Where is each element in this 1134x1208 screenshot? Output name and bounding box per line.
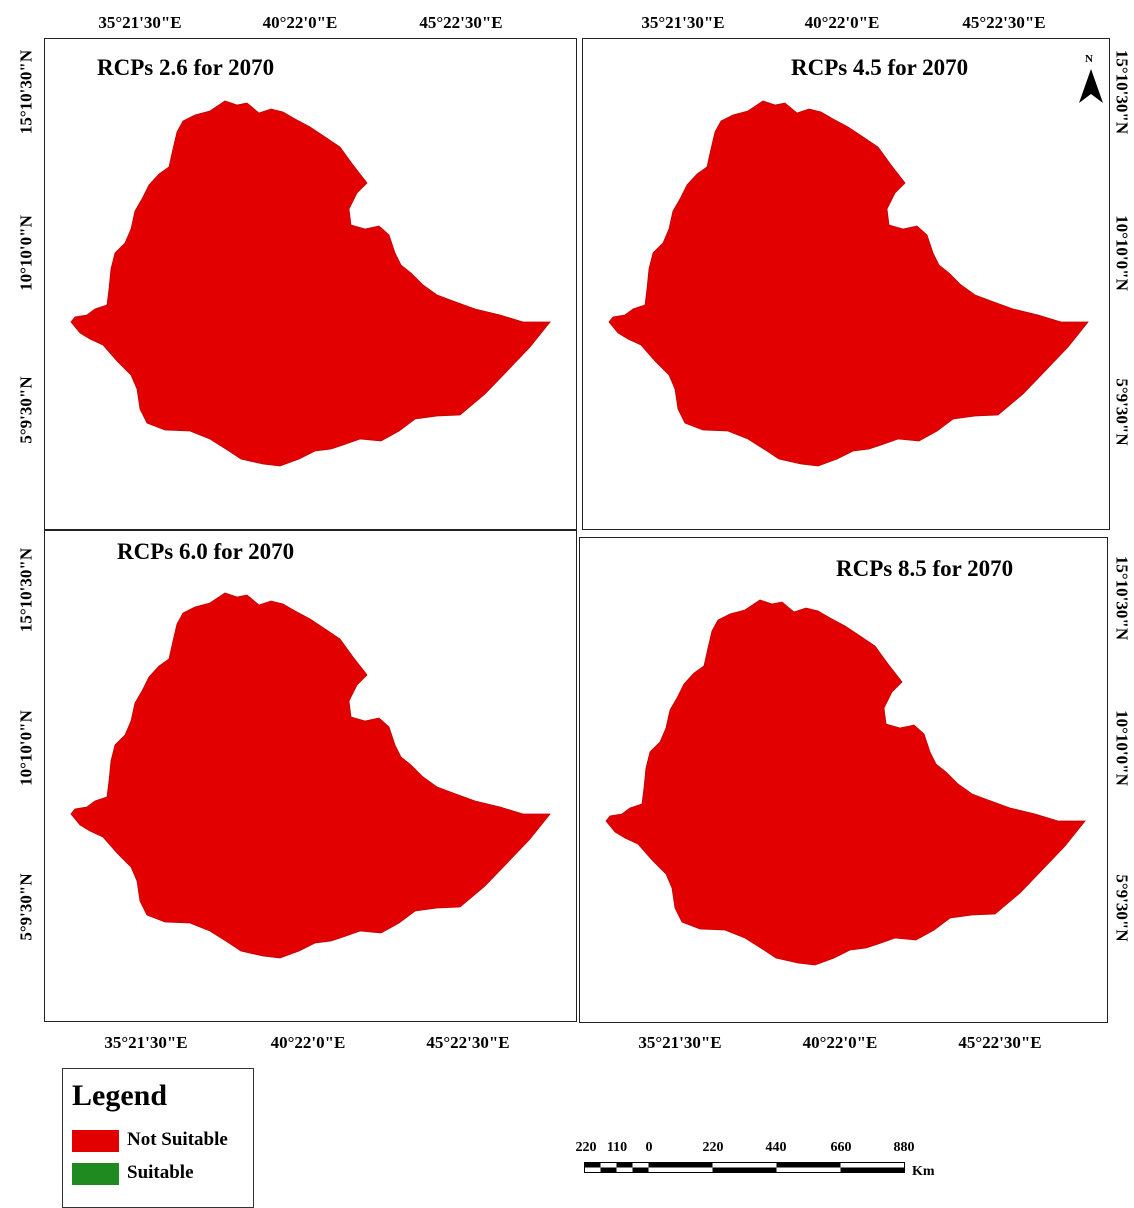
lon-label-top-right-2: 40°22'0"E (804, 13, 880, 32)
scale-label: 110 (606, 1140, 628, 1155)
lon-label-bottom-left-2: 40°22'0"E (270, 1033, 346, 1052)
legend-swatch-not-suitable (72, 1130, 119, 1152)
lat-label-right-bottom-1: 15°10'30"N (1112, 555, 1132, 641)
ethiopia-map-rcp85 (605, 599, 1086, 966)
scale-bar: 220 110 0 220 440 660 880 Km (560, 1140, 960, 1180)
legend-title: Legend (72, 1079, 168, 1112)
scale-label: 220 (575, 1140, 597, 1155)
lat-label-left-top-2: 10°10'0"N (16, 215, 36, 291)
north-arrow-icon (1079, 69, 1103, 103)
lon-label-bottom-left-3: 45°22'30"E (426, 1033, 510, 1052)
panel-title-rcp60: RCPs 6.0 for 2070 (117, 539, 295, 564)
panel-title-rcp85: RCPs 8.5 for 2070 (836, 556, 1014, 581)
lon-label-top-right-1: 35°21'30"E (641, 13, 725, 32)
north-arrow: N (1077, 53, 1105, 109)
lon-label-top-right-3: 45°22'30"E (962, 13, 1046, 32)
map-panel-rcp60: RCPs 6.0 for 2070 (44, 530, 577, 1022)
map-panel-rcp85: RCPs 8.5 for 2070 (579, 537, 1108, 1023)
lat-label-left-bottom-1: 15°10'30"N (16, 547, 36, 633)
scale-label: 220 (702, 1140, 724, 1155)
lon-label-bottom-right-1: 35°21'30"E (638, 1033, 722, 1052)
lat-label-left-bottom-2: 10°10'0"N (16, 710, 36, 786)
scale-label: 660 (830, 1140, 852, 1155)
ethiopia-map-rcp45 (608, 100, 1089, 467)
legend-label-not-suitable: Not Suitable (127, 1129, 228, 1150)
lon-label-top-left-3: 45°22'30"E (419, 13, 503, 32)
legend-label-suitable: Suitable (127, 1162, 194, 1183)
panel-title-rcp45: RCPs 4.5 for 2070 (791, 55, 969, 80)
ethiopia-map-rcp60 (70, 592, 551, 959)
legend-swatch-suitable (72, 1163, 119, 1185)
lat-label-right-top-1: 15°10'30"N (1112, 49, 1132, 135)
lat-label-left-top-3: 5°9'30"N (16, 376, 36, 444)
ethiopia-map-rcp26 (70, 100, 551, 467)
lat-label-left-top-1: 15°10'30"N (16, 49, 36, 135)
map-panel-rcp26: RCPs 2.6 for 2070 (44, 38, 577, 530)
panel-title-rcp26: RCPs 2.6 for 2070 (97, 55, 275, 80)
lon-label-top-left-1: 35°21'30"E (98, 13, 182, 32)
scale-bar-graphic (584, 1162, 905, 1173)
ethiopia-region-not-suitable (605, 599, 1086, 966)
ethiopia-region-not-suitable (608, 100, 1089, 467)
scale-label: 880 (893, 1140, 915, 1155)
scale-label: 440 (765, 1140, 787, 1155)
scale-unit: Km (912, 1164, 935, 1179)
map-panel-rcp45: RCPs 4.5 for 2070 N (582, 38, 1110, 530)
lon-label-top-left-2: 40°22'0"E (262, 13, 338, 32)
lon-label-bottom-left-1: 35°21'30"E (104, 1033, 188, 1052)
lat-label-right-bottom-3: 5°9'30"N (1112, 874, 1132, 942)
lat-label-right-bottom-2: 10°10'0"N (1112, 710, 1132, 786)
scale-label: 0 (645, 1140, 653, 1155)
ethiopia-region-not-suitable (70, 100, 551, 467)
lat-label-right-top-2: 10°10'0"N (1112, 215, 1132, 291)
lon-label-bottom-right-2: 40°22'0"E (802, 1033, 878, 1052)
legend: Legend Not Suitable Suitable (62, 1068, 254, 1208)
ethiopia-region-not-suitable (70, 592, 551, 959)
lat-label-right-top-3: 5°9'30"N (1112, 378, 1132, 446)
lat-label-left-bottom-3: 5°9'30"N (16, 873, 36, 941)
north-arrow-label: N (1085, 53, 1093, 65)
lon-label-bottom-right-3: 45°22'30"E (958, 1033, 1042, 1052)
